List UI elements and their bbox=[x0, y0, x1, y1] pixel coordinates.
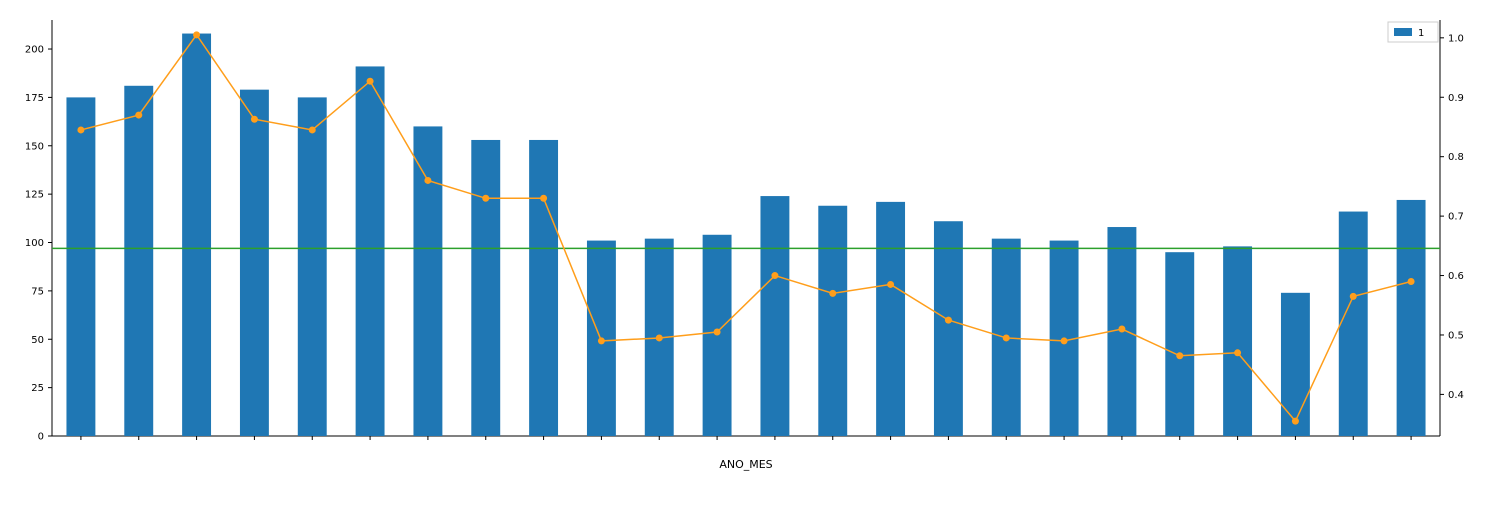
bar bbox=[240, 90, 269, 436]
line-marker bbox=[309, 126, 316, 133]
bar bbox=[1223, 246, 1252, 436]
line-marker bbox=[135, 112, 142, 119]
legend-label: 1 bbox=[1418, 28, 1424, 39]
bar bbox=[1165, 252, 1194, 436]
bar bbox=[1339, 212, 1368, 436]
y-left-tick-label: 125 bbox=[25, 190, 44, 201]
line-marker bbox=[193, 31, 200, 38]
y-right-tick-label: 0.9 bbox=[1448, 93, 1464, 104]
bar bbox=[818, 206, 847, 436]
line-marker bbox=[482, 195, 489, 202]
line-marker bbox=[1003, 334, 1010, 341]
line-marker bbox=[1118, 326, 1125, 333]
y-left-tick-label: 100 bbox=[25, 238, 44, 249]
line-marker bbox=[367, 78, 374, 85]
line-marker bbox=[77, 126, 84, 133]
line-marker bbox=[829, 290, 836, 297]
line-marker bbox=[1350, 293, 1357, 300]
y-left-tick-label: 50 bbox=[31, 335, 44, 346]
bar bbox=[356, 66, 385, 436]
line-marker bbox=[1408, 278, 1415, 285]
line-marker bbox=[1292, 418, 1299, 425]
line-marker bbox=[251, 116, 258, 123]
y-right-tick-label: 0.5 bbox=[1448, 330, 1464, 341]
legend: 1 bbox=[1388, 22, 1438, 42]
line-marker bbox=[887, 281, 894, 288]
line-marker bbox=[945, 317, 952, 324]
bar bbox=[934, 221, 963, 436]
bar bbox=[298, 97, 327, 436]
line-marker bbox=[1176, 352, 1183, 359]
bar bbox=[413, 126, 442, 436]
y-left-tick-label: 175 bbox=[25, 93, 44, 104]
line-marker bbox=[1061, 337, 1068, 344]
y-left-tick-label: 25 bbox=[31, 383, 44, 394]
y-left-tick-label: 0 bbox=[38, 432, 44, 443]
y-right-tick-label: 1.0 bbox=[1448, 33, 1464, 44]
x-axis-label: ANO_MES bbox=[719, 458, 772, 471]
line-marker bbox=[424, 177, 431, 184]
bar bbox=[876, 202, 905, 436]
y-left-tick-label: 150 bbox=[25, 141, 44, 152]
y-right-tick-label: 0.8 bbox=[1448, 152, 1464, 163]
line-marker bbox=[1234, 349, 1241, 356]
y-left-tick-label: 75 bbox=[31, 286, 44, 297]
bar bbox=[124, 86, 153, 436]
combo-chart: 0 25 50 75 100 125 150 175 200 0.4 0.5 0.6 0.7 0.8 0.9… bbox=[0, 0, 1492, 510]
bar bbox=[1397, 200, 1426, 436]
bar bbox=[529, 140, 558, 436]
y-right-tick-label: 0.6 bbox=[1448, 271, 1464, 282]
bar bbox=[471, 140, 500, 436]
y-right-tick-label: 0.7 bbox=[1448, 212, 1464, 223]
bar bbox=[1281, 293, 1310, 436]
chart-container: 0 25 50 75 100 125 150 175 200 0.4 0.5 0.6 0.7 0.8 0.9… bbox=[0, 0, 1492, 510]
line-marker bbox=[598, 337, 605, 344]
line-marker bbox=[656, 334, 663, 341]
y-right-tick-label: 0.4 bbox=[1448, 390, 1464, 401]
y-left-tick-label: 200 bbox=[25, 45, 44, 56]
bar bbox=[760, 196, 789, 436]
bar bbox=[66, 97, 95, 436]
line-marker bbox=[771, 272, 778, 279]
line-marker bbox=[540, 195, 547, 202]
bar bbox=[182, 34, 211, 436]
line-marker bbox=[714, 329, 721, 336]
